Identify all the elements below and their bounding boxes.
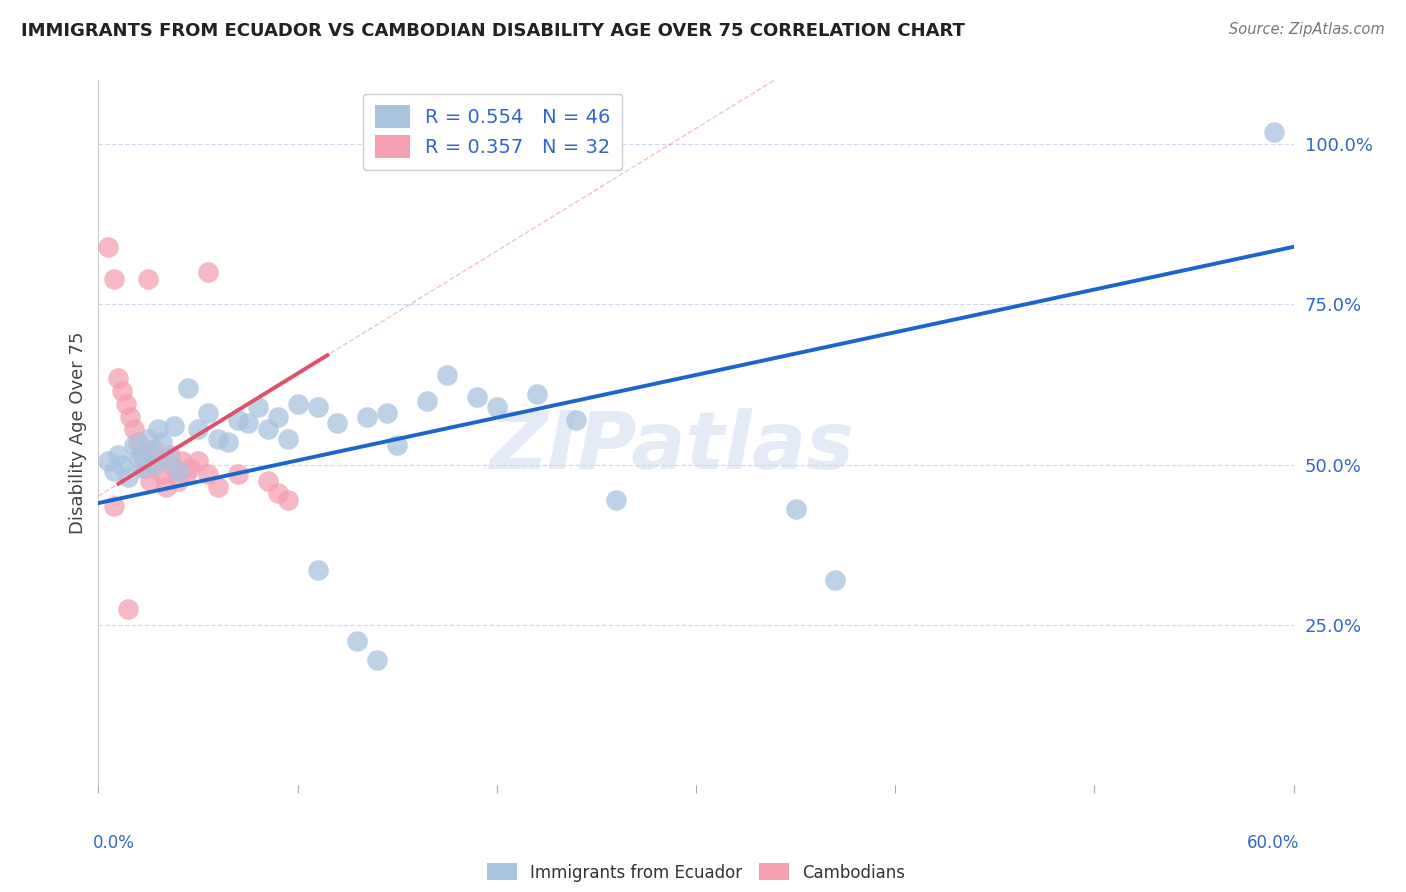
Point (127, 435, 149, 450)
Point (172, 454, 194, 468)
Point (167, 474, 190, 488)
Point (1263, 124, 1285, 138)
Point (197, 406, 219, 420)
Point (366, 653, 388, 667)
Point (226, 467, 249, 482)
Point (605, 492, 627, 507)
Point (187, 454, 209, 468)
Point (157, 451, 180, 466)
Point (136, 432, 159, 446)
Point (148, 454, 170, 468)
Point (159, 448, 181, 462)
Point (167, 464, 190, 478)
Text: IMMIGRANTS FROM ECUADOR VS CAMBODIAN DISABILITY AGE OVER 75 CORRELATION CHART: IMMIGRANTS FROM ECUADOR VS CAMBODIAN DIS… (21, 22, 965, 40)
Point (346, 633, 368, 648)
Point (267, 486, 290, 500)
Point (136, 445, 159, 459)
Point (277, 432, 299, 446)
Point (97, 240, 120, 254)
Point (124, 438, 146, 452)
Point (103, 464, 125, 478)
Point (111, 458, 134, 472)
Point (155, 480, 177, 494)
Point (131, 461, 153, 475)
Point (256, 422, 278, 436)
Point (120, 409, 142, 424)
Point (163, 461, 186, 475)
Point (103, 500, 125, 514)
Point (267, 409, 290, 424)
Point (143, 442, 166, 456)
Point (824, 573, 846, 587)
Point (148, 422, 170, 436)
Point (136, 272, 159, 286)
Point (326, 416, 349, 430)
Point (565, 413, 588, 427)
Legend: Immigrants from Ecuador, Cambodians: Immigrants from Ecuador, Cambodians (479, 856, 912, 888)
Point (197, 265, 219, 279)
Point (187, 422, 209, 436)
Point (356, 409, 378, 424)
Point (117, 470, 139, 484)
Point (139, 474, 162, 488)
Point (207, 480, 229, 494)
Point (150, 435, 173, 450)
Point (117, 601, 139, 615)
Point (526, 387, 548, 401)
Point (785, 502, 807, 516)
Point (307, 563, 329, 577)
Point (174, 467, 197, 482)
Point (143, 458, 166, 472)
Point (103, 272, 125, 286)
Point (115, 397, 138, 411)
Point (97, 454, 120, 468)
Point (107, 371, 129, 385)
Point (163, 419, 186, 434)
Point (111, 384, 134, 398)
Point (217, 435, 239, 450)
Point (107, 448, 129, 462)
Text: Source: ZipAtlas.com: Source: ZipAtlas.com (1229, 22, 1385, 37)
Point (207, 432, 229, 446)
Point (246, 400, 269, 414)
Point (465, 391, 488, 405)
Point (197, 467, 219, 482)
Text: ZIPatlas: ZIPatlas (489, 408, 855, 486)
Point (150, 467, 173, 482)
Point (124, 422, 146, 436)
Text: 60.0%: 60.0% (1247, 834, 1299, 852)
Point (177, 381, 200, 395)
Point (436, 368, 458, 382)
Point (307, 400, 329, 414)
Point (416, 393, 439, 408)
Point (236, 416, 259, 430)
Point (485, 400, 508, 414)
Point (385, 438, 409, 452)
Point (226, 413, 249, 427)
Text: 0.0%: 0.0% (93, 834, 135, 852)
Point (131, 448, 153, 462)
Point (277, 492, 299, 507)
Point (256, 474, 278, 488)
Point (127, 451, 149, 466)
Point (135, 461, 157, 475)
Point (287, 397, 309, 411)
Point (375, 406, 398, 420)
Point (179, 461, 201, 475)
Y-axis label: Disability Age Over 75: Disability Age Over 75 (69, 331, 87, 534)
